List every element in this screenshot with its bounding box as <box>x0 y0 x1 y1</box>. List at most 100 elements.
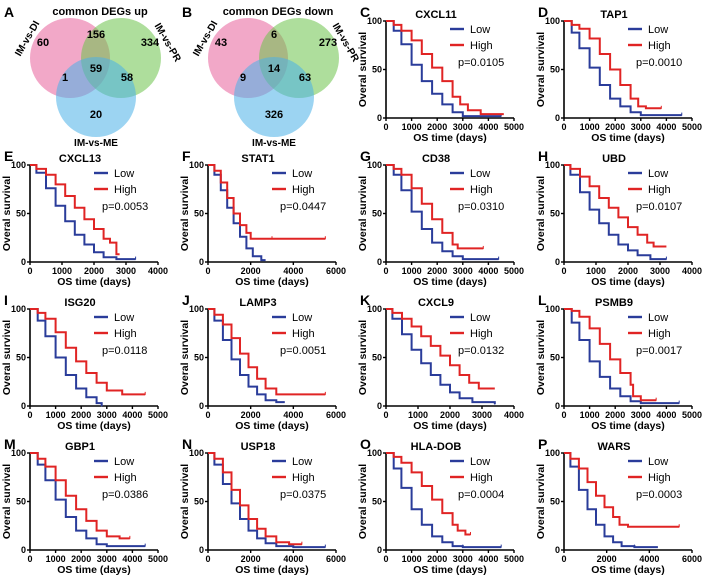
p-value: p=0.0386 <box>102 489 148 501</box>
x-tick-label: 3000 <box>453 266 473 276</box>
chart-title: TAP1 <box>600 9 627 21</box>
x-tick-label: 3000 <box>453 554 473 564</box>
y-tick-label: 0 <box>555 545 560 555</box>
x-tick-label: 0 <box>383 122 388 132</box>
x-tick-label: 0 <box>205 410 210 420</box>
x-tick-label: 6000 <box>326 410 346 420</box>
x-tick-label: 6000 <box>682 554 702 564</box>
legend-high-label: High <box>470 328 493 340</box>
x-tick-label: 1000 <box>580 122 600 132</box>
panel-letter: I <box>4 292 8 308</box>
x-tick-label: 4000 <box>656 122 676 132</box>
panel-letter: G <box>360 148 371 164</box>
panel-letter: O <box>360 436 371 452</box>
y-tick-label: 0 <box>21 545 26 555</box>
series-low-line <box>564 20 682 117</box>
venn-count-abc: 59 <box>90 63 102 75</box>
venn-count-b: 273 <box>319 37 337 49</box>
x-tick-label: 1000 <box>580 410 600 420</box>
x-axis-label: OS time (days) <box>413 132 487 144</box>
x-tick-label: 5000 <box>148 554 168 564</box>
y-axis-label: Overal survival <box>535 32 547 107</box>
x-tick-label: 4000 <box>478 554 498 564</box>
p-value: p=0.0118 <box>102 345 147 357</box>
x-axis-label: OS time (days) <box>413 276 487 288</box>
p-value: p=0.0310 <box>458 201 504 213</box>
x-tick-label: 4000 <box>148 266 168 276</box>
legend-high-label: High <box>114 472 137 484</box>
x-tick-label: 1000 <box>402 266 422 276</box>
y-tick-label: 100 <box>367 160 382 170</box>
x-tick-label: 3000 <box>453 122 473 132</box>
series-high-line <box>30 164 120 256</box>
x-axis-label: OS time (days) <box>591 420 665 432</box>
series-high-line <box>564 164 667 248</box>
chart-title: GBP1 <box>65 441 95 453</box>
x-tick-label: 1000 <box>46 554 66 564</box>
x-tick-label: 2000 <box>427 554 447 564</box>
y-tick-label: 0 <box>21 401 26 411</box>
y-tick-label: 100 <box>11 448 26 458</box>
p-value: p=0.0375 <box>280 489 326 501</box>
y-tick-label: 0 <box>377 113 382 123</box>
venn-label-c: IM-vs-ME <box>252 138 296 149</box>
legend-high-label: High <box>292 472 315 484</box>
x-tick-label: 3000 <box>116 266 136 276</box>
y-tick-label: 50 <box>372 209 382 219</box>
p-value: p=0.0010 <box>636 57 682 69</box>
y-axis-label: Overal survival <box>357 320 369 395</box>
x-tick-label: 0 <box>27 266 32 276</box>
y-axis-label: Overal survival <box>357 32 369 107</box>
panel-letter: L <box>538 292 547 308</box>
legend-low-label: Low <box>648 312 668 324</box>
x-tick-label: 2000 <box>427 122 447 132</box>
legend-low-label: Low <box>292 168 312 180</box>
x-axis-label: OS time (days) <box>591 132 665 144</box>
panel-letter: E <box>4 148 13 164</box>
venn-count-ab: 6 <box>271 29 277 41</box>
x-axis-label: OS time (days) <box>57 420 131 432</box>
legend-low-label: Low <box>648 456 668 468</box>
venn-title: common DEGs down <box>223 6 334 18</box>
y-tick-label: 50 <box>194 497 204 507</box>
x-tick-label: 5000 <box>148 410 168 420</box>
y-tick-label: 50 <box>372 353 382 363</box>
x-axis-label: OS time (days) <box>591 276 665 288</box>
panel-letter: H <box>538 148 548 164</box>
y-tick-label: 50 <box>16 353 26 363</box>
legend-high-label: High <box>648 184 671 196</box>
panel-letter: D <box>538 4 548 20</box>
legend-low-label: Low <box>114 456 134 468</box>
series-high-line <box>386 308 495 390</box>
x-axis-label: OS time (days) <box>235 420 309 432</box>
p-value: p=0.0051 <box>280 345 326 357</box>
chart-title: PSMB9 <box>595 297 633 309</box>
x-tick-label: 1000 <box>402 122 422 132</box>
x-tick-label: 3000 <box>650 266 670 276</box>
venn-count-a: 60 <box>37 37 49 49</box>
p-value: p=0.0447 <box>280 201 326 213</box>
x-tick-label: 0 <box>561 122 566 132</box>
km-panel-N: N USP18 0 50 100 0 2000 4000 6000 OS time (days) O… <box>179 436 346 576</box>
x-tick-label: 2000 <box>241 410 261 420</box>
x-tick-label: 2000 <box>427 266 447 276</box>
x-tick-label: 5000 <box>682 410 702 420</box>
x-tick-label: 4000 <box>122 410 142 420</box>
venn-count-c: 20 <box>90 109 102 121</box>
x-tick-label: 4000 <box>283 410 303 420</box>
x-tick-label: 0 <box>205 554 210 564</box>
y-tick-label: 50 <box>550 65 560 75</box>
venn-label-c: IM-vs-ME <box>74 138 118 149</box>
chart-title: CXCL9 <box>418 297 454 309</box>
y-tick-label: 50 <box>194 209 204 219</box>
legend-low-label: Low <box>470 168 490 180</box>
chart-title: CXCL11 <box>415 9 457 21</box>
x-tick-label: 0 <box>383 410 388 420</box>
venn-count-ac: 1 <box>62 72 68 84</box>
chart-title: USP18 <box>241 441 276 453</box>
